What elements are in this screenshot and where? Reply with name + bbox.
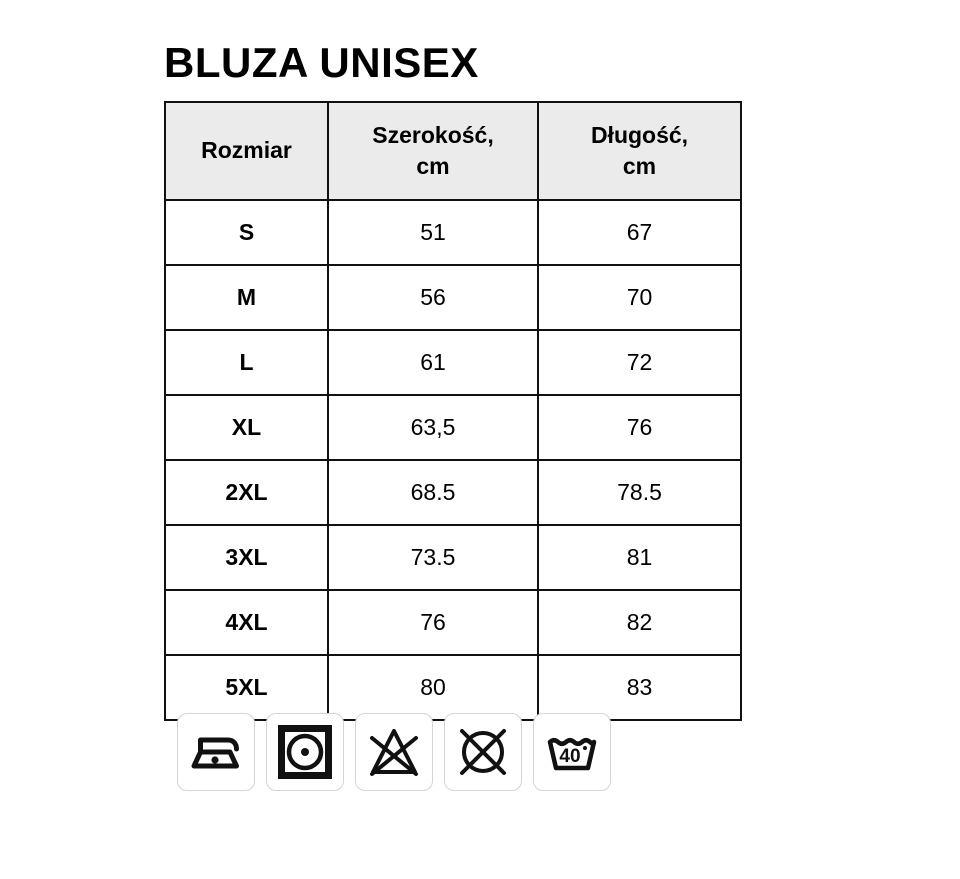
- table-row: 5XL 80 83: [164, 654, 742, 721]
- table-row: 4XL 76 82: [164, 589, 742, 656]
- cell-width: 80: [327, 654, 539, 721]
- table-row: S 51 67: [164, 199, 742, 266]
- cell-length: 67: [537, 199, 742, 266]
- cell-length: 78.5: [537, 459, 742, 526]
- table-header-row: Rozmiar Szerokość, cm Długość, cm: [164, 101, 742, 201]
- care-symbols-row: 40: [177, 713, 611, 791]
- do-not-dry-clean-icon: [444, 713, 522, 791]
- cell-width: 61: [327, 329, 539, 396]
- cell-length: 76: [537, 394, 742, 461]
- cell-size: L: [164, 329, 329, 396]
- do-not-bleach-icon: [355, 713, 433, 791]
- cell-size: S: [164, 199, 329, 266]
- cell-size: 2XL: [164, 459, 329, 526]
- cell-length: 83: [537, 654, 742, 721]
- column-header-width-line1: Szerokość,: [372, 121, 494, 148]
- cell-size: XL: [164, 394, 329, 461]
- cell-width: 56: [327, 264, 539, 331]
- wash-40-icon: 40: [533, 713, 611, 791]
- table-body: S 51 67 M 56 70 L 61 72 XL 63,5 76 2XL 68.5 78.5 3XL 73.…: [164, 199, 742, 721]
- cell-length: 70: [537, 264, 742, 331]
- table-row: 2XL 68.5 78.5: [164, 459, 742, 526]
- cell-length: 81: [537, 524, 742, 591]
- page-title: BLUZA UNISEX: [164, 39, 479, 86]
- cell-width: 76: [327, 589, 539, 656]
- table-row: M 56 70: [164, 264, 742, 331]
- tumble-dry-icon: [266, 713, 344, 791]
- cell-width: 63,5: [327, 394, 539, 461]
- table-row: XL 63,5 76: [164, 394, 742, 461]
- cell-length: 82: [537, 589, 742, 656]
- column-header-length: Długość, cm: [537, 101, 742, 201]
- column-header-width-unit: cm: [416, 153, 450, 179]
- column-header-length-unit: cm: [622, 153, 657, 179]
- column-header-length-line1: Długość,: [590, 121, 689, 148]
- table-header: Rozmiar Szerokość, cm Długość, cm: [164, 101, 742, 201]
- column-header-size: Rozmiar: [164, 101, 329, 201]
- cell-size: 3XL: [164, 524, 329, 591]
- cell-size: M: [164, 264, 329, 331]
- cell-size: 4XL: [164, 589, 329, 656]
- cell-length: 72: [537, 329, 742, 396]
- size-chart-table: Rozmiar Szerokość, cm Długość, cm S 51 67 M…: [164, 101, 742, 721]
- svg-text:40: 40: [559, 746, 580, 767]
- column-header-width: Szerokość, cm: [327, 101, 539, 201]
- table-row: L 61 72: [164, 329, 742, 396]
- iron-low-temperature-icon: [177, 713, 255, 791]
- cell-width: 51: [327, 199, 539, 266]
- cell-size: 5XL: [164, 654, 329, 721]
- cell-width: 73.5: [327, 524, 539, 591]
- cell-width: 68.5: [327, 459, 539, 526]
- table-row: 3XL 73.5 81: [164, 524, 742, 591]
